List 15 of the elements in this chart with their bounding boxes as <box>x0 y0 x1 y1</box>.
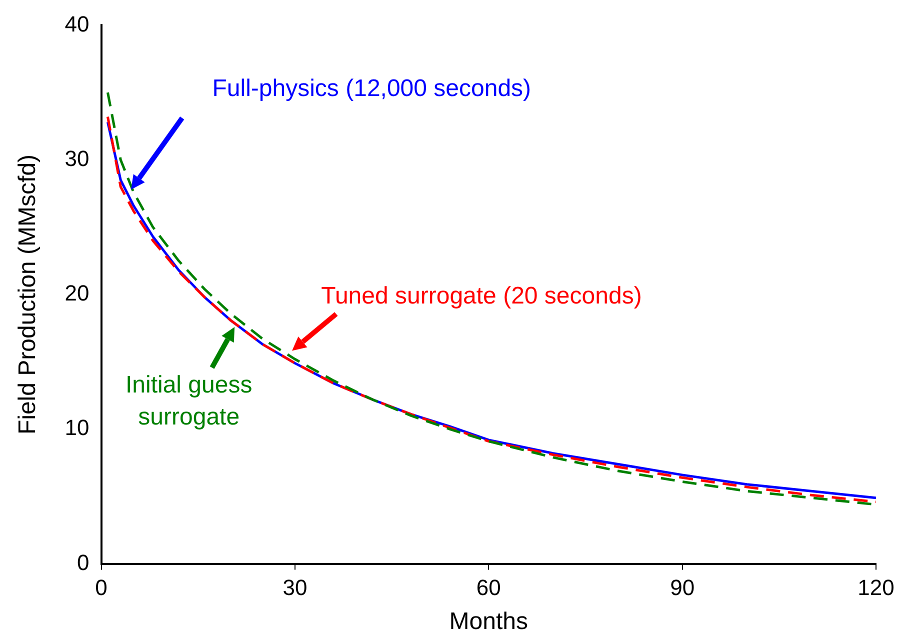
y-axis-title: Field Production (MMscfd) <box>14 154 42 435</box>
x-tick-label: 30 <box>282 575 308 600</box>
x-tick-label: 0 <box>95 575 108 600</box>
y-tick-label: 10 <box>64 415 90 440</box>
y-tick-label: 30 <box>64 146 90 171</box>
y-tick-label: 40 <box>64 11 90 36</box>
x-tick-label: 60 <box>476 575 501 600</box>
x-axis-title: Months <box>449 608 528 636</box>
x-tick-label: 120 <box>858 575 894 600</box>
annotation: Initial guess surrogate <box>125 371 252 430</box>
x-tick-label: 90 <box>670 575 695 600</box>
y-tick-label: 20 <box>64 280 90 306</box>
y-tick-label: 0 <box>77 550 90 575</box>
annotation: Full-physics (12,000 seconds) <box>212 74 532 102</box>
annotation: Tuned surrogate (20 seconds) <box>321 282 642 310</box>
